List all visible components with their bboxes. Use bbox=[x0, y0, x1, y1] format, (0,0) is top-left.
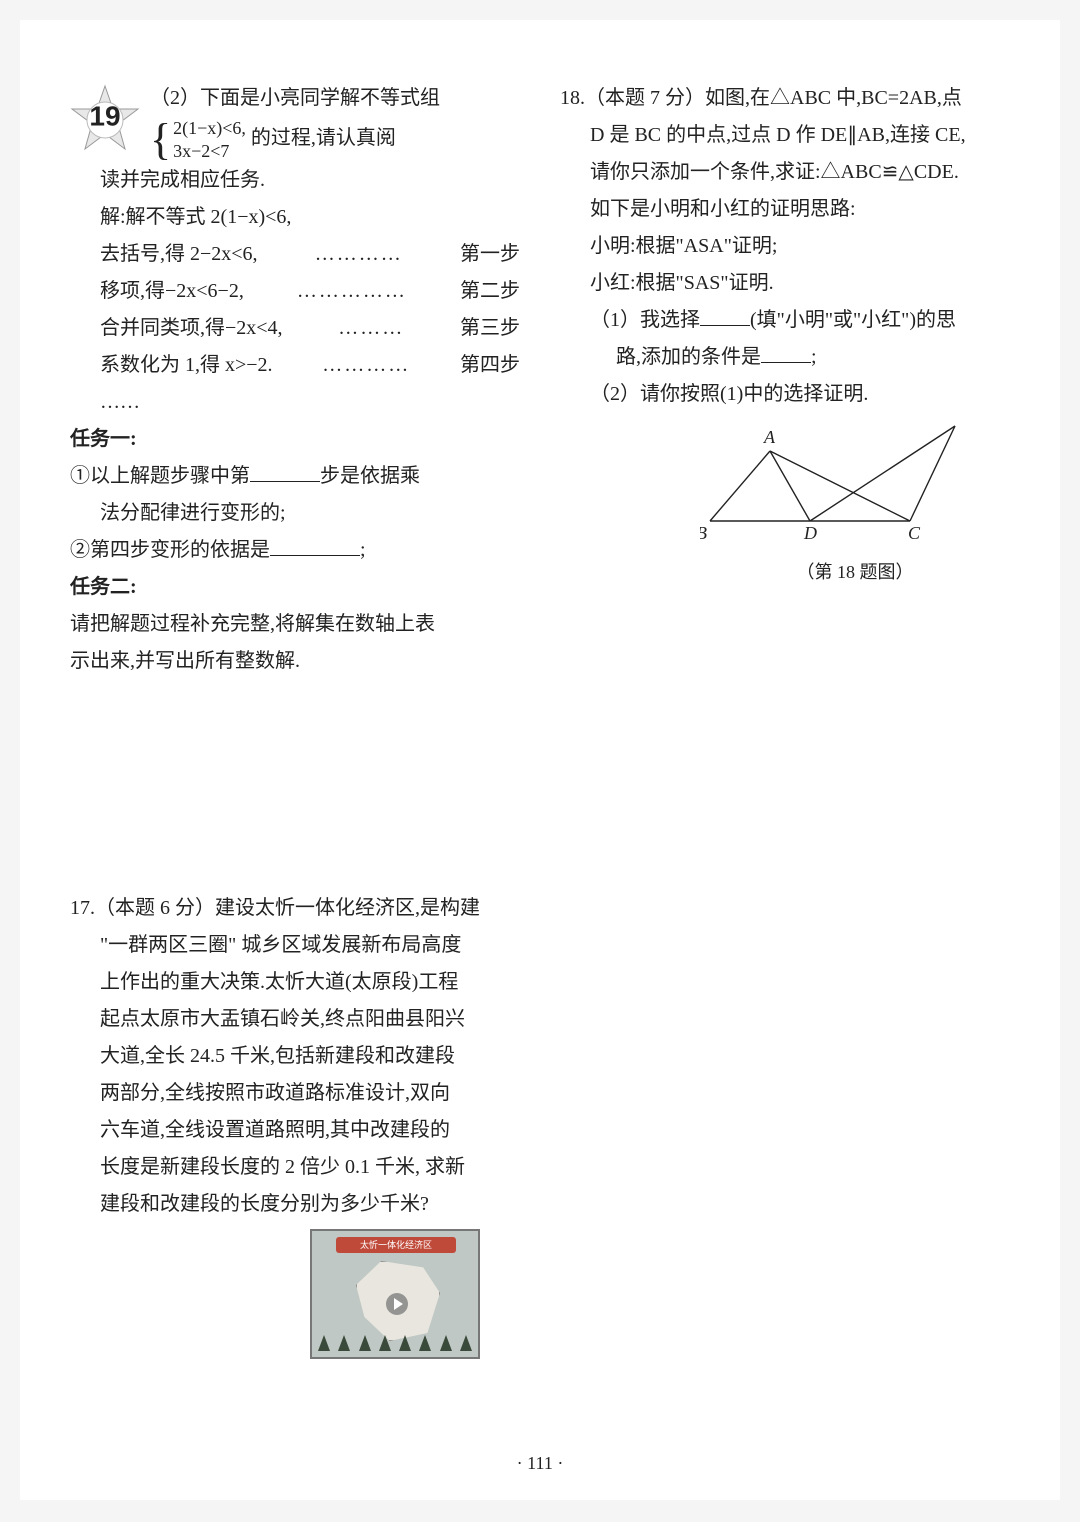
q16-step-3: 合并同类项,得−2x<4, ……… 第三步 bbox=[70, 310, 520, 347]
tree-icons bbox=[318, 1335, 472, 1353]
map-banner-label: 太忻一体化经济区 bbox=[336, 1237, 456, 1253]
q18-sub1-c: 路,添加的条件是 bbox=[616, 346, 761, 368]
q16-step-1: 去括号,得 2−2x<6, ………… 第一步 bbox=[70, 236, 520, 273]
q17-line: 长度是新建段长度的 2 倍少 0.1 千米, 求新 bbox=[70, 1149, 520, 1186]
step3-text: 合并同类项,得−2x<4, bbox=[100, 310, 283, 347]
q18-line: D 是 BC 的中点,过点 D 作 DE∥AB,连接 CE, bbox=[560, 117, 1010, 154]
blank-field[interactable] bbox=[700, 304, 750, 326]
q16-ellipsis: …… bbox=[70, 384, 520, 421]
sys-eq2: 3x−2<7 bbox=[173, 141, 229, 161]
q18-line: 18.（本题 7 分）如图,在△ABC 中,BC=2AB,点 bbox=[560, 80, 1010, 117]
step1-label: 第一步 bbox=[460, 236, 520, 273]
blank-field[interactable] bbox=[761, 341, 811, 363]
badge-number: 19 bbox=[89, 91, 120, 143]
q17-line: 六车道,全线设置道路照明,其中改建段的 bbox=[70, 1112, 520, 1149]
sys-eq1: 2(1−x)<6, bbox=[173, 118, 246, 138]
svg-text:B: B bbox=[700, 523, 707, 541]
q16-intro-b: 的过程,请认真阅 bbox=[251, 127, 396, 149]
q16-intro-a: （2）下面是小亮同学解不等式组 bbox=[150, 87, 440, 109]
dots: ……… bbox=[283, 310, 460, 347]
q17-line: 起点太原市大盂镇石岭关,终点阳曲县阳兴 bbox=[70, 1001, 520, 1038]
q17-line: 大道,全长 24.5 千米,包括新建段和改建段 bbox=[70, 1038, 520, 1075]
q18-line: 小红:根据"SAS"证明. bbox=[560, 265, 1010, 302]
q18-figure: BDCAE bbox=[700, 421, 1010, 554]
q18-block: 18.（本题 7 分）如图,在△ABC 中,BC=2AB,点 D 是 BC 的中… bbox=[560, 80, 1010, 589]
q18-sub2: （2）请你按照(1)中的选择证明. bbox=[560, 376, 1010, 413]
step2-text: 移项,得−2x<6−2, bbox=[100, 273, 244, 310]
step4-label: 第四步 bbox=[460, 347, 520, 384]
triangle-diagram: BDCAE bbox=[700, 421, 960, 541]
page: 19 （2）下面是小亮同学解不等式组 { 2(1−x)<6, 3x−2<7 的过… bbox=[20, 20, 1060, 1500]
play-icon bbox=[386, 1293, 408, 1315]
q17-line: 建段和改建段的长度分别为多少千米? bbox=[70, 1186, 520, 1223]
task1-l3b: ; bbox=[360, 539, 366, 561]
page-number: · 111 · bbox=[20, 1453, 1060, 1474]
task1-line3: ②第四步变形的依据是; bbox=[70, 532, 520, 569]
q16-step-2: 移项,得−2x<6−2, …………… 第二步 bbox=[70, 273, 520, 310]
task2-l1: 请把解题过程补充完整,将解集在数轴上表 bbox=[70, 606, 520, 643]
step4-text: 系数化为 1,得 x>−2. bbox=[100, 347, 273, 384]
q17-line: 上作出的重大决策.太忻大道(太原段)工程 bbox=[70, 964, 520, 1001]
two-column-layout: 19 （2）下面是小亮同学解不等式组 { 2(1−x)<6, 3x−2<7 的过… bbox=[70, 80, 1010, 1359]
q17-line: "一群两区三圈" 城乡区域发展新布局高度 bbox=[70, 927, 520, 964]
q17-block: 17.（本题 6 分）建设太忻一体化经济区,是构建 "一群两区三圈" 城乡区域发… bbox=[70, 890, 520, 1359]
svg-text:A: A bbox=[763, 427, 776, 447]
task1-l1a: ①以上解题步骤中第 bbox=[70, 465, 250, 487]
q18-figure-caption: （第 18 题图） bbox=[700, 556, 1010, 589]
step2-label: 第二步 bbox=[460, 273, 520, 310]
q17-line: 两部分,全线按照市政道路标准设计,双向 bbox=[70, 1075, 520, 1112]
q18-sub1-d: ; bbox=[811, 346, 817, 368]
task1-l2: 法分配律进行变形的; bbox=[70, 495, 520, 532]
q18-line: 小明:根据"ASA"证明; bbox=[560, 228, 1010, 265]
blank-field[interactable] bbox=[270, 534, 360, 556]
q18-sub1-a: （1）我选择 bbox=[590, 309, 700, 331]
dots: ………… bbox=[258, 236, 460, 273]
task1-l3a: ②第四步变形的依据是 bbox=[70, 539, 270, 561]
dots: ………… bbox=[273, 347, 460, 384]
q17-line: 17.（本题 6 分）建设太忻一体化经济区,是构建 bbox=[70, 890, 520, 927]
left-column: 19 （2）下面是小亮同学解不等式组 { 2(1−x)<6, 3x−2<7 的过… bbox=[70, 80, 520, 1359]
q16-intro-c: 读并完成相应任务. bbox=[70, 162, 520, 199]
left-brace-icon: { bbox=[150, 120, 171, 160]
q16-block: （2）下面是小亮同学解不等式组 { 2(1−x)<6, 3x−2<7 的过程,请… bbox=[70, 80, 520, 680]
q16-step-4: 系数化为 1,得 x>−2. ………… 第四步 bbox=[70, 347, 520, 384]
svg-text:D: D bbox=[803, 523, 817, 541]
task1-l1b: 步是依据乘 bbox=[320, 465, 420, 487]
star-badge: 19 bbox=[70, 84, 140, 154]
q18-line: 如下是小明和小红的证明思路: bbox=[560, 191, 1010, 228]
q16-sol-head: 解:解不等式 2(1−x)<6, bbox=[70, 199, 520, 236]
svg-text:C: C bbox=[908, 523, 921, 541]
right-column: 18.（本题 7 分）如图,在△ABC 中,BC=2AB,点 D 是 BC 的中… bbox=[560, 80, 1010, 1359]
blank-field[interactable] bbox=[250, 460, 320, 482]
task1-line1: ①以上解题步骤中第 步是依据乘 bbox=[70, 458, 520, 495]
dots: …………… bbox=[244, 273, 460, 310]
system-equations: 2(1−x)<6, 3x−2<7 bbox=[173, 117, 246, 162]
q18-line: 请你只添加一个条件,求证:△ABC≌△CDE. bbox=[560, 154, 1010, 191]
task1-title: 任务一: bbox=[70, 421, 520, 458]
task2-l2: 示出来,并写出所有整数解. bbox=[70, 643, 520, 680]
step1-text: 去括号,得 2−2x<6, bbox=[100, 236, 258, 273]
q17-map-image: 太忻一体化经济区 bbox=[310, 1229, 480, 1359]
q18-sub1-line2: 路,添加的条件是; bbox=[560, 339, 1010, 376]
step3-label: 第三步 bbox=[460, 310, 520, 347]
task2-title: 任务二: bbox=[70, 569, 520, 606]
q18-sub1-b: (填"小明"或"小红")的思 bbox=[750, 309, 956, 331]
q18-sub1-line1: （1）我选择 (填"小明"或"小红")的思 bbox=[560, 302, 1010, 339]
